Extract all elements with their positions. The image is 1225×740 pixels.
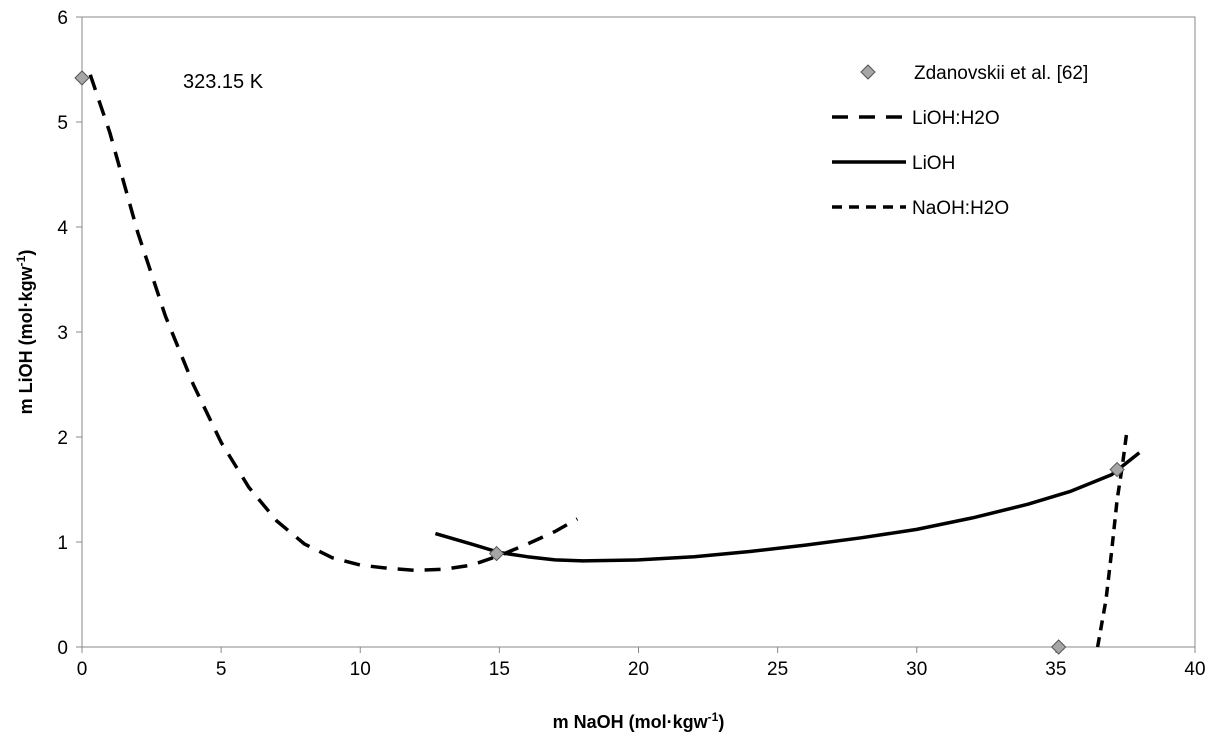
x-axis-title: m NaOH (mol·kgw-1) [553, 710, 725, 732]
x-tick-label: 25 [767, 659, 788, 680]
legend-label: LiOH:H2O [912, 108, 1000, 129]
y-tick-label: 4 [57, 218, 68, 239]
axes: 0 5 10 15 20 25 30 35 40 0 1 2 3 4 5 6 [57, 8, 1205, 680]
x-tick-label: 5 [216, 659, 227, 680]
data-point-marker [488, 545, 505, 562]
x-tick-label: 35 [1045, 659, 1066, 680]
y-tick-label: 0 [57, 638, 68, 659]
y-tick-label: 1 [57, 533, 68, 554]
y-tick-label: 2 [57, 428, 68, 449]
x-tick-label: 10 [350, 659, 371, 680]
legend-label: NaOH:H2O [912, 198, 1009, 219]
series-layer [74, 70, 1141, 655]
legend-marker-diamond [860, 64, 876, 80]
x-tick-label: 0 [77, 659, 88, 680]
series-line-lioh [434, 451, 1141, 563]
x-tick-label: 15 [489, 659, 510, 680]
temperature-annotation: 323.15 K [183, 71, 264, 93]
y-tick-label: 6 [57, 8, 68, 29]
legend-label: Zdanovskii et al. [62] [914, 63, 1088, 84]
x-tick-label: 30 [906, 659, 927, 680]
y-tick-label: 3 [57, 323, 68, 344]
legend: Zdanovskii et al. [62] LiOH:H2O LiOH NaOH:H… [832, 63, 1088, 219]
series-line-naoh-h2o [1095, 431, 1129, 648]
x-tick-label: 20 [628, 659, 649, 680]
data-point-marker [1109, 461, 1125, 478]
y-axis-title: m LiOH (mol·kgw-1) [14, 250, 36, 415]
data-point-marker [74, 70, 90, 86]
x-tick-label: 40 [1184, 659, 1205, 680]
plot-frame [81, 16, 1196, 648]
y-tick-label: 5 [57, 113, 68, 134]
data-point-marker [1050, 639, 1067, 655]
legend-label: LiOH [912, 153, 955, 174]
series-line-lioh-h2o [88, 74, 579, 573]
